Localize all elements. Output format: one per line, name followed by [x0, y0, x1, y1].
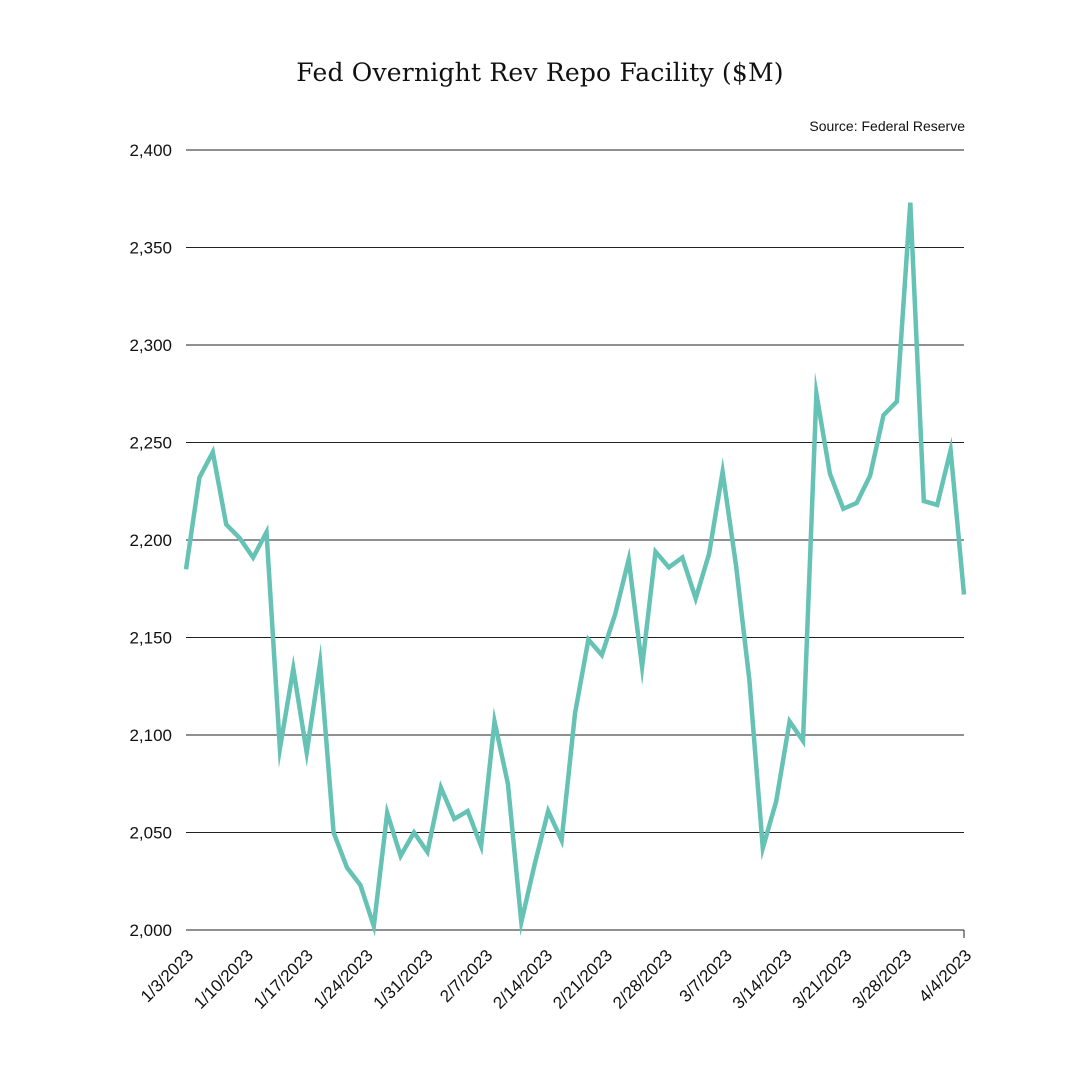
- x-tick-label: 3/7/2023: [676, 946, 736, 1006]
- y-tick-label: 2,000: [129, 921, 172, 940]
- y-tick-label: 2,200: [129, 531, 172, 550]
- x-tick-label: 1/17/2023: [250, 946, 317, 1013]
- y-tick-label: 2,100: [129, 726, 172, 745]
- x-tick-label: 2/14/2023: [489, 946, 556, 1013]
- x-tick-label: 3/21/2023: [789, 946, 856, 1013]
- x-tick-label: 1/31/2023: [370, 946, 437, 1013]
- chart-title: Fed Overnight Rev Repo Facility ($M): [296, 58, 784, 87]
- x-tick-label: 1/24/2023: [310, 946, 377, 1013]
- y-tick-label: 2,300: [129, 336, 172, 355]
- series-line: [183, 202, 967, 937]
- y-tick-label: 2,350: [129, 239, 172, 258]
- y-tick-label: 2,250: [129, 434, 172, 453]
- source-note: Source: Federal Reserve: [809, 118, 965, 134]
- x-tick-label: 1/10/2023: [190, 946, 257, 1013]
- x-tick-label: 4/4/2023: [915, 946, 975, 1006]
- x-tick-label: 3/28/2023: [848, 946, 915, 1013]
- x-tick-label: 3/14/2023: [729, 946, 796, 1013]
- y-tick-label: 2,050: [129, 824, 172, 843]
- x-tick-label: 1/3/2023: [137, 946, 197, 1006]
- x-tick-label: 2/21/2023: [549, 946, 616, 1013]
- y-tick-label: 2,400: [129, 141, 172, 160]
- x-tick-label: 2/7/2023: [436, 946, 496, 1006]
- x-tick-label: 2/28/2023: [609, 946, 676, 1013]
- y-tick-label: 2,150: [129, 629, 172, 648]
